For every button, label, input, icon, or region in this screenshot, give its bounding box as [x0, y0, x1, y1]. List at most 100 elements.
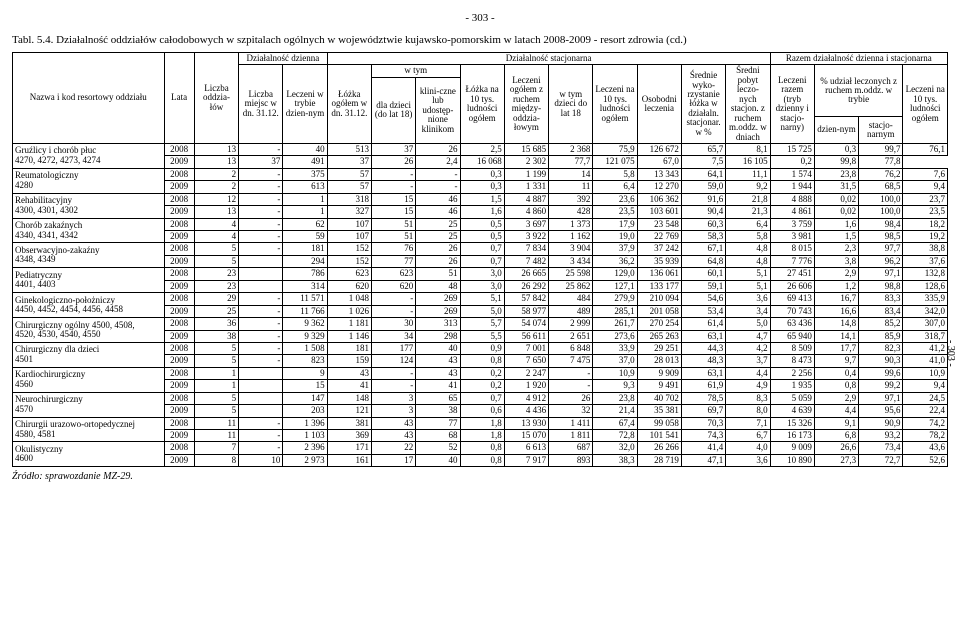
cell-value: 0,02	[814, 193, 858, 205]
cell-value: 44,3	[681, 342, 725, 354]
cell-value: 15	[283, 380, 327, 392]
cell-value: 72,8	[593, 430, 637, 442]
cell-value: 77	[416, 417, 460, 429]
cell-value: 29	[194, 293, 238, 305]
cell-value: 1,6	[460, 206, 504, 218]
table-row: Gruźlicy i chorób płuc4270, 4272, 4273, …	[13, 143, 948, 155]
cell-value: 0,8	[460, 355, 504, 367]
cell-year: 2009	[164, 454, 194, 466]
cell-year: 2009	[164, 231, 194, 243]
cell-value: 69,7	[681, 405, 725, 417]
cell-value: 513	[327, 143, 371, 155]
cell-value: 6 613	[504, 442, 548, 454]
cell-value	[239, 268, 283, 280]
cell-value: 294	[283, 255, 327, 267]
th-leczeni-ogolem: Leczeni ogółem z ruchem między-oddzia-ło…	[504, 65, 548, 144]
cell-value: 2 256	[770, 367, 814, 379]
cell-value: 623	[371, 268, 415, 280]
cell-value: 4,2	[726, 342, 770, 354]
cell-value: 7 475	[549, 355, 593, 367]
cell-value: 1	[194, 367, 238, 379]
cell-value: 23 548	[637, 218, 681, 230]
cell-value: 13 930	[504, 417, 548, 429]
cell-value: -	[239, 218, 283, 230]
cell-value: 9,2	[726, 181, 770, 193]
cell-value: 21,8	[726, 193, 770, 205]
cell-value: 9,4	[903, 181, 948, 193]
cell-value: 4 861	[770, 206, 814, 218]
cell-value: 99,7	[859, 143, 903, 155]
cell-value: 63 436	[770, 318, 814, 330]
th-wtym: w tym	[371, 65, 460, 77]
th-lozka-ogolem: Łóżka ogółem w dn. 31.12.	[327, 65, 371, 144]
cell-value: 40	[416, 454, 460, 466]
cell-value: 381	[327, 417, 371, 429]
cell-value: 1 935	[770, 380, 814, 392]
cell-value: 4,8	[726, 255, 770, 267]
cell-value: 37	[371, 143, 415, 155]
cell-value: 18,2	[903, 218, 948, 230]
cell-value: 37	[327, 156, 371, 168]
cell-value: 132,8	[903, 268, 948, 280]
cell-value: 1 396	[283, 417, 327, 429]
cell-value: 5,7	[460, 318, 504, 330]
cell-value: 4,9	[726, 380, 770, 392]
th-dzienna: Działalność dzienna	[239, 53, 328, 65]
cell-value: 203	[283, 405, 327, 417]
cell-year: 2008	[164, 293, 194, 305]
cell-value: 0,6	[460, 405, 504, 417]
cell-value: 65 940	[770, 330, 814, 342]
cell-value: 3 904	[549, 243, 593, 255]
cell-value: -	[371, 380, 415, 392]
cell-value: 97,7	[859, 243, 903, 255]
cell-value: 2,9	[814, 268, 858, 280]
cell-value: 68,5	[859, 181, 903, 193]
cell-value: 28 013	[637, 355, 681, 367]
th-liczba-oddz: Liczba oddzia-łów	[194, 53, 238, 144]
cell-value: 11,1	[726, 168, 770, 180]
cell-value: 152	[327, 255, 371, 267]
cell-value: 65	[416, 392, 460, 404]
cell-value: 34	[371, 330, 415, 342]
cell-value: 3 697	[504, 218, 548, 230]
cell-value: 823	[283, 355, 327, 367]
th-leczeni-razem: Leczeni razem (tryb dzienny i stacjo-nar…	[770, 65, 814, 144]
cell-value: 4,0	[726, 442, 770, 454]
cell-value: 14,1	[814, 330, 858, 342]
cell-year: 2008	[164, 193, 194, 205]
cell-value: 78,2	[903, 430, 948, 442]
row-label: Chirurgiczny dla dzieci4501	[13, 342, 165, 367]
cell-value: 41	[416, 380, 460, 392]
cell-value: 83,4	[859, 305, 903, 317]
cell-value: 70,3	[681, 417, 725, 429]
cell-value: 5	[194, 355, 238, 367]
cell-year: 2009	[164, 280, 194, 292]
cell-value: 2 247	[504, 367, 548, 379]
cell-value: 133 177	[637, 280, 681, 292]
cell-value: 67,4	[593, 417, 637, 429]
cell-value: 152	[327, 243, 371, 255]
cell-value: 0,4	[814, 367, 858, 379]
cell-value: -	[239, 231, 283, 243]
cell-value: 26	[416, 143, 460, 155]
cell-value: 40	[283, 143, 327, 155]
cell-value: 106 362	[637, 193, 681, 205]
row-label: Pediatryczny4401, 4403	[13, 268, 165, 293]
cell-value: 313	[416, 318, 460, 330]
cell-value: 41,4	[681, 442, 725, 454]
cell-value: 273,6	[593, 330, 637, 342]
cell-value: -	[371, 181, 415, 193]
table-row: Neurochirurgiczny4570200851471483650,74 …	[13, 392, 948, 404]
cell-value: 26 266	[637, 442, 681, 454]
cell-value: 0,7	[460, 243, 504, 255]
cell-value	[239, 405, 283, 417]
cell-value: 1	[194, 380, 238, 392]
cell-value: 17,9	[593, 218, 637, 230]
cell-value: 9,7	[814, 355, 858, 367]
th-dla-dzieci: dla dzieci (do lat 18)	[371, 77, 415, 143]
cell-value: 26 292	[504, 280, 548, 292]
cell-value	[239, 280, 283, 292]
cell-year: 2009	[164, 156, 194, 168]
cell-value: -	[371, 293, 415, 305]
cell-value: 9	[283, 367, 327, 379]
